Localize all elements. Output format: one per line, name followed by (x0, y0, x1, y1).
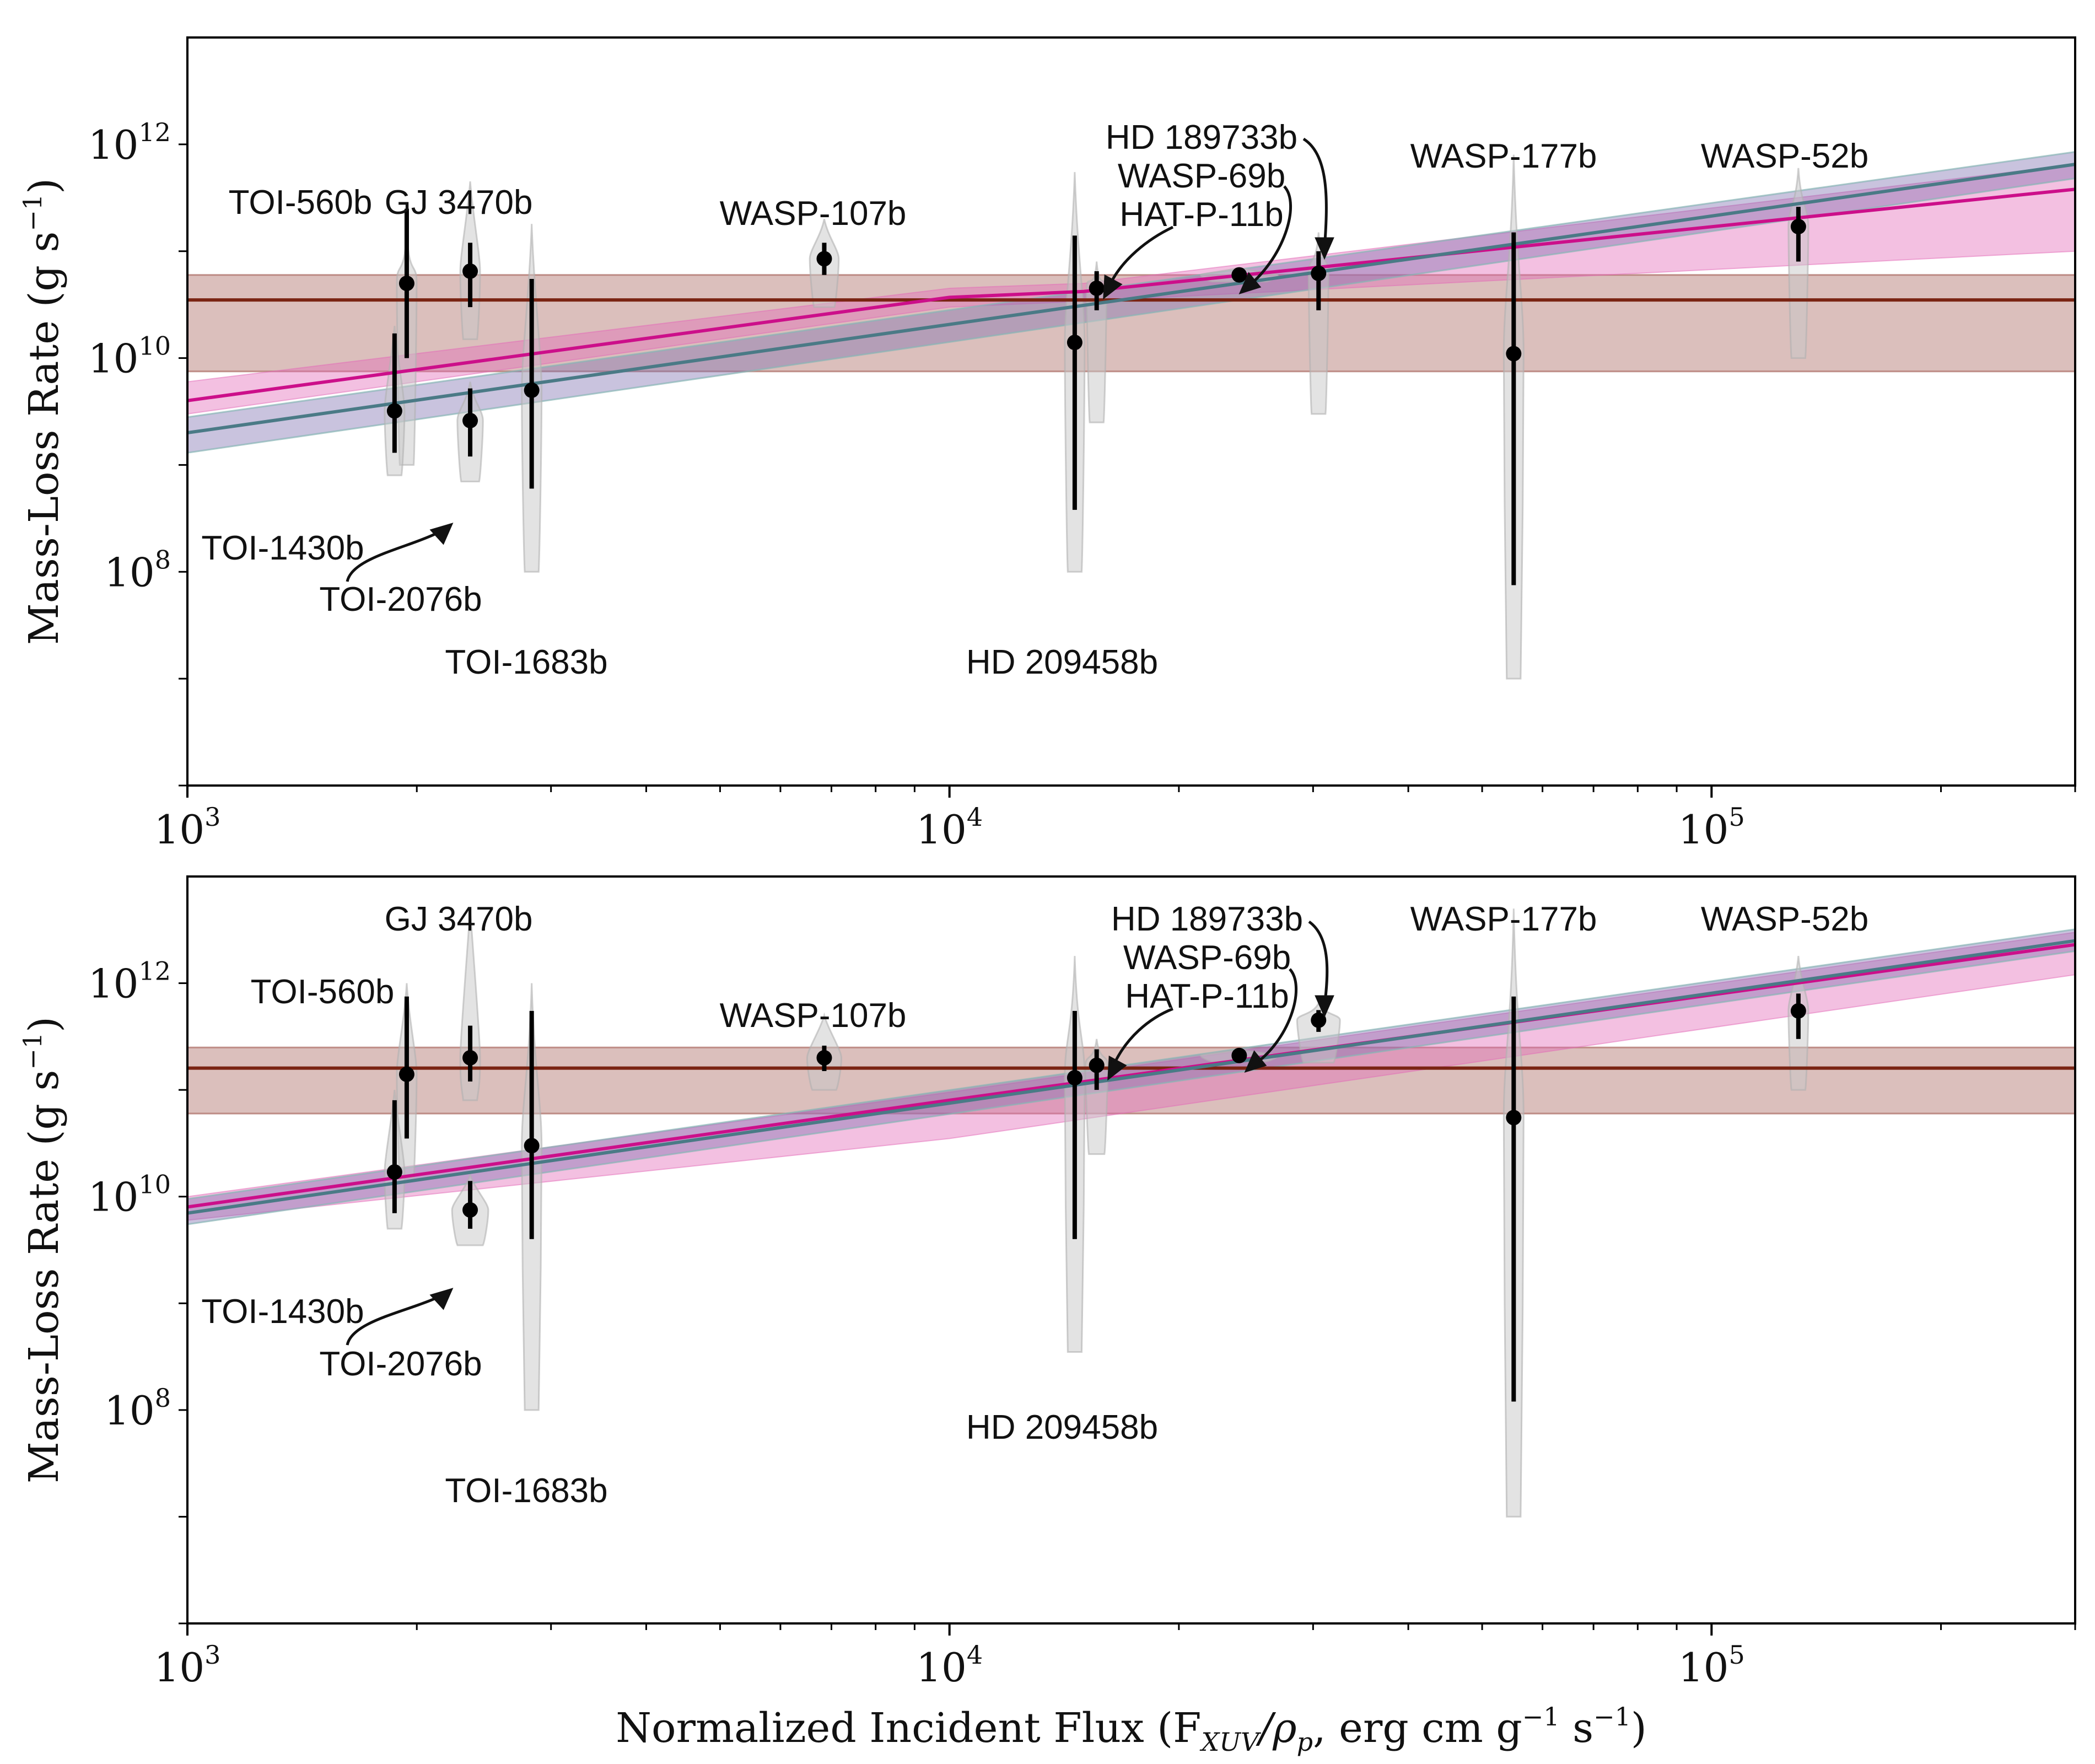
data-point (386, 403, 402, 419)
data-point (1067, 1070, 1082, 1086)
label-wasp-177b-b: WASP-177b (1410, 900, 1597, 938)
arrowhead-toi-2076b-b (429, 1288, 454, 1310)
label-wasp-52b-b: WASP-52b (1701, 900, 1868, 938)
label-toi-1683b-b: TOI-1683b (445, 1472, 607, 1510)
arrowhead-hat-p-11b-b (1107, 1055, 1127, 1081)
fit-lines-bottom (187, 939, 2075, 1215)
data-point (1067, 335, 1082, 351)
arrowhead-hat-p-11b (1103, 274, 1123, 300)
y-tick-label: 1012 (88, 117, 171, 168)
y-tick-label: 108 (104, 1383, 171, 1434)
label-wasp-107b-b: WASP-107b (720, 997, 907, 1035)
constant-fit-band-top (187, 274, 2075, 373)
label-toi-2076b: TOI-2076b (319, 580, 482, 619)
data-point (462, 1202, 478, 1218)
data-point (462, 412, 478, 428)
label-toi-1683b: TOI-1683b (445, 643, 607, 681)
arrows-bottom (346, 920, 1334, 1346)
data-point (524, 382, 540, 398)
teal-fit-line-top (187, 163, 2075, 435)
points-top (386, 219, 1806, 428)
label-hat-p-11b-b: HAT-P-11b (1125, 977, 1289, 1015)
arrowhead-wasp-69b (1238, 272, 1262, 295)
data-point (524, 1138, 540, 1154)
label-toi-560b-b: TOI-560b (251, 973, 395, 1011)
label-wasp-107b: WASP-107b (720, 195, 907, 233)
label-hd-209458b: HD 209458b (966, 643, 1158, 681)
data-point (816, 1050, 832, 1066)
label-gj-3470b: GJ 3470b (385, 184, 533, 222)
label-wasp-69b-b: WASP-69b (1123, 939, 1291, 977)
y-axis-title-bottom: Mass-Loss Rate (g s−1) (18, 1017, 68, 1483)
x-tick-label: 103 (154, 802, 221, 853)
data-point (1506, 1110, 1522, 1126)
axes-bottom: 103 104 105 108 1010 1012 Mass-Loss Rate (g s−… (18, 875, 2076, 1757)
x-tick-label: 104 (916, 802, 983, 853)
label-hat-p-11b: HAT-P-11b (1119, 196, 1283, 234)
data-point (1506, 346, 1522, 362)
label-hd-189733b: HD 189733b (1106, 119, 1297, 157)
data-point (398, 276, 414, 292)
label-toi-1430b-b: TOI-1430b (201, 1293, 364, 1331)
axes-top: 103 104 105 108 1010 1012 Mass-Loss Rate (g s−… (18, 36, 2076, 853)
arrows-top (346, 137, 1334, 582)
points-bottom (386, 1003, 1806, 1218)
axes-frame-bottom (186, 875, 2076, 1625)
x-tick-label: 105 (1678, 1640, 1745, 1691)
data-point (1231, 1047, 1247, 1063)
data-point (1089, 1057, 1105, 1073)
arrow-wasp-69b-b (1250, 968, 1298, 1068)
arrowhead-toi-2076b (429, 523, 454, 545)
label-toi-2076b-b: TOI-2076b (319, 1345, 482, 1383)
arrowhead-hd-189733b (1315, 237, 1334, 260)
data-point (1311, 265, 1327, 281)
label-gj-3470b-b: GJ 3470b (385, 900, 533, 938)
panel-top: 103 104 105 108 1010 1012 Mass-Loss Rate (g s−… (18, 36, 2076, 853)
data-point (398, 1066, 414, 1082)
arrowhead-hd-189733b-b (1315, 995, 1334, 1018)
magenta-fit-band-top (187, 164, 2075, 415)
data-point (1790, 1003, 1806, 1019)
y-tick-label: 1010 (88, 331, 171, 382)
x-tick-label: 105 (1678, 802, 1745, 853)
data-point (462, 263, 478, 279)
arrow-hd-189733b (1302, 137, 1328, 249)
label-wasp-52b: WASP-52b (1701, 137, 1868, 175)
data-point (816, 251, 832, 267)
y-tick-label: 1010 (88, 1170, 171, 1220)
x-tick-label: 103 (154, 1640, 221, 1691)
fit-bands-top (187, 151, 2075, 454)
x-axis-title: Normalized Incident Flux (FXUV/ρp, erg c… (616, 1702, 1646, 1757)
label-toi-560b: TOI-560b (229, 184, 373, 222)
data-point (1790, 219, 1806, 235)
magenta-fit-line-top (187, 187, 2075, 402)
data-point (1311, 1012, 1327, 1028)
fit-lines-top (187, 163, 2075, 435)
data-point (1231, 267, 1247, 283)
teal-fit-line-bottom (187, 939, 2075, 1215)
arrow-wasp-69b (1243, 185, 1292, 291)
data-point (462, 1050, 478, 1066)
label-wasp-69b: WASP-69b (1118, 157, 1285, 195)
arrowhead-wasp-69b-b (1244, 1050, 1267, 1073)
label-hd-209458b-b: HD 209458b (966, 1408, 1158, 1446)
y-tick-label: 108 (104, 545, 171, 595)
data-point (386, 1164, 402, 1180)
label-wasp-177b: WASP-177b (1410, 137, 1597, 175)
axes-frame-top (186, 36, 2076, 787)
label-hd-189733b-b: HD 189733b (1111, 900, 1303, 938)
teal-fit-band-top (187, 151, 2075, 454)
x-tick-label: 104 (916, 1640, 983, 1691)
panel-bottom: 103 104 105 108 1010 1012 Mass-Loss Rate (g s−… (18, 875, 2076, 1757)
arrow-hd-189733b-b (1308, 920, 1329, 1007)
y-tick-label: 1012 (88, 956, 171, 1007)
label-toi-1430b: TOI-1430b (201, 529, 364, 567)
constant-fit-band-bottom (187, 1046, 2075, 1115)
y-axis-title-top: Mass-Loss Rate (g s−1) (18, 178, 68, 645)
data-point (1089, 280, 1105, 296)
